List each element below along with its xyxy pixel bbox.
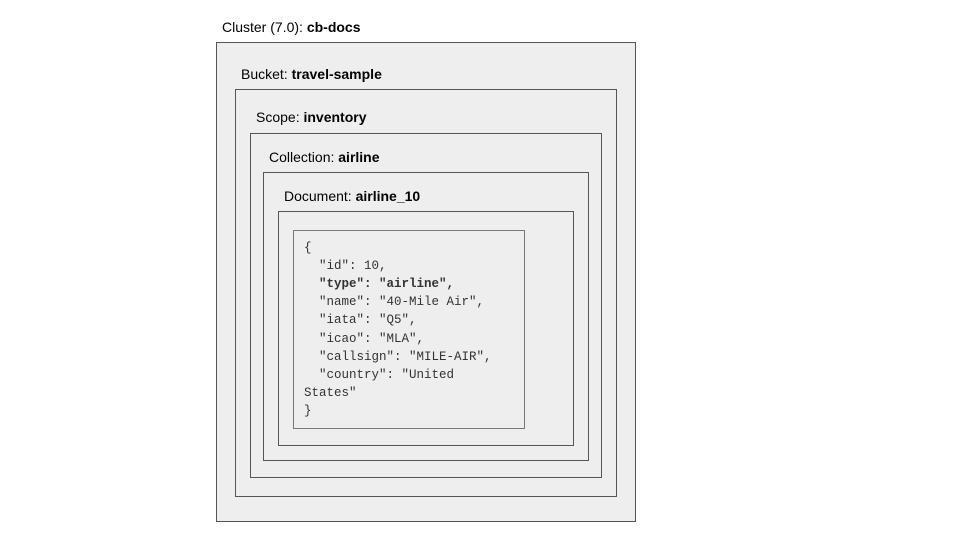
scope-prefix: Scope: (256, 109, 303, 125)
collection-box: Document: airline_10 { "id": 10, "type":… (263, 172, 589, 461)
collection-prefix: Collection: (269, 149, 338, 165)
collection-name: airline (338, 149, 379, 165)
bucket-label: Bucket: travel-sample (241, 65, 617, 83)
code-line: "icao": "MLA", (304, 332, 424, 346)
code-line: "name": "40-Mile Air", (304, 295, 484, 309)
code-line: "id": 10, (304, 259, 387, 273)
cluster-label: Cluster (7.0): cb-docs (222, 18, 636, 36)
scope-label: Scope: inventory (256, 108, 602, 126)
collection-label: Collection: airline (269, 148, 589, 166)
document-name: airline_10 (356, 188, 421, 204)
bucket-prefix: Bucket: (241, 66, 292, 82)
cluster-prefix: Cluster (7.0): (222, 19, 307, 35)
hierarchy-diagram: Cluster (7.0): cb-docs Bucket: travel-sa… (216, 18, 636, 522)
cluster-name: cb-docs (307, 19, 361, 35)
document-box: { "id": 10, "type": "airline", "name": "… (278, 211, 574, 446)
code-line: "type": "airline", (304, 277, 454, 291)
scope-name: inventory (303, 109, 366, 125)
bucket-name: travel-sample (292, 66, 382, 82)
code-line: "country": "United States" (304, 368, 462, 400)
bucket-box: Scope: inventory Collection: airline Doc… (235, 89, 617, 497)
document-label: Document: airline_10 (284, 187, 574, 205)
cluster-box: Bucket: travel-sample Scope: inventory C… (216, 42, 636, 522)
code-line: { (304, 241, 312, 255)
code-line: "iata": "Q5", (304, 313, 417, 327)
scope-box: Collection: airline Document: airline_10… (250, 133, 602, 479)
code-line: } (304, 404, 312, 418)
json-code-block: { "id": 10, "type": "airline", "name": "… (293, 230, 525, 429)
code-line: "callsign": "MILE-AIR", (304, 350, 492, 364)
document-prefix: Document: (284, 188, 356, 204)
